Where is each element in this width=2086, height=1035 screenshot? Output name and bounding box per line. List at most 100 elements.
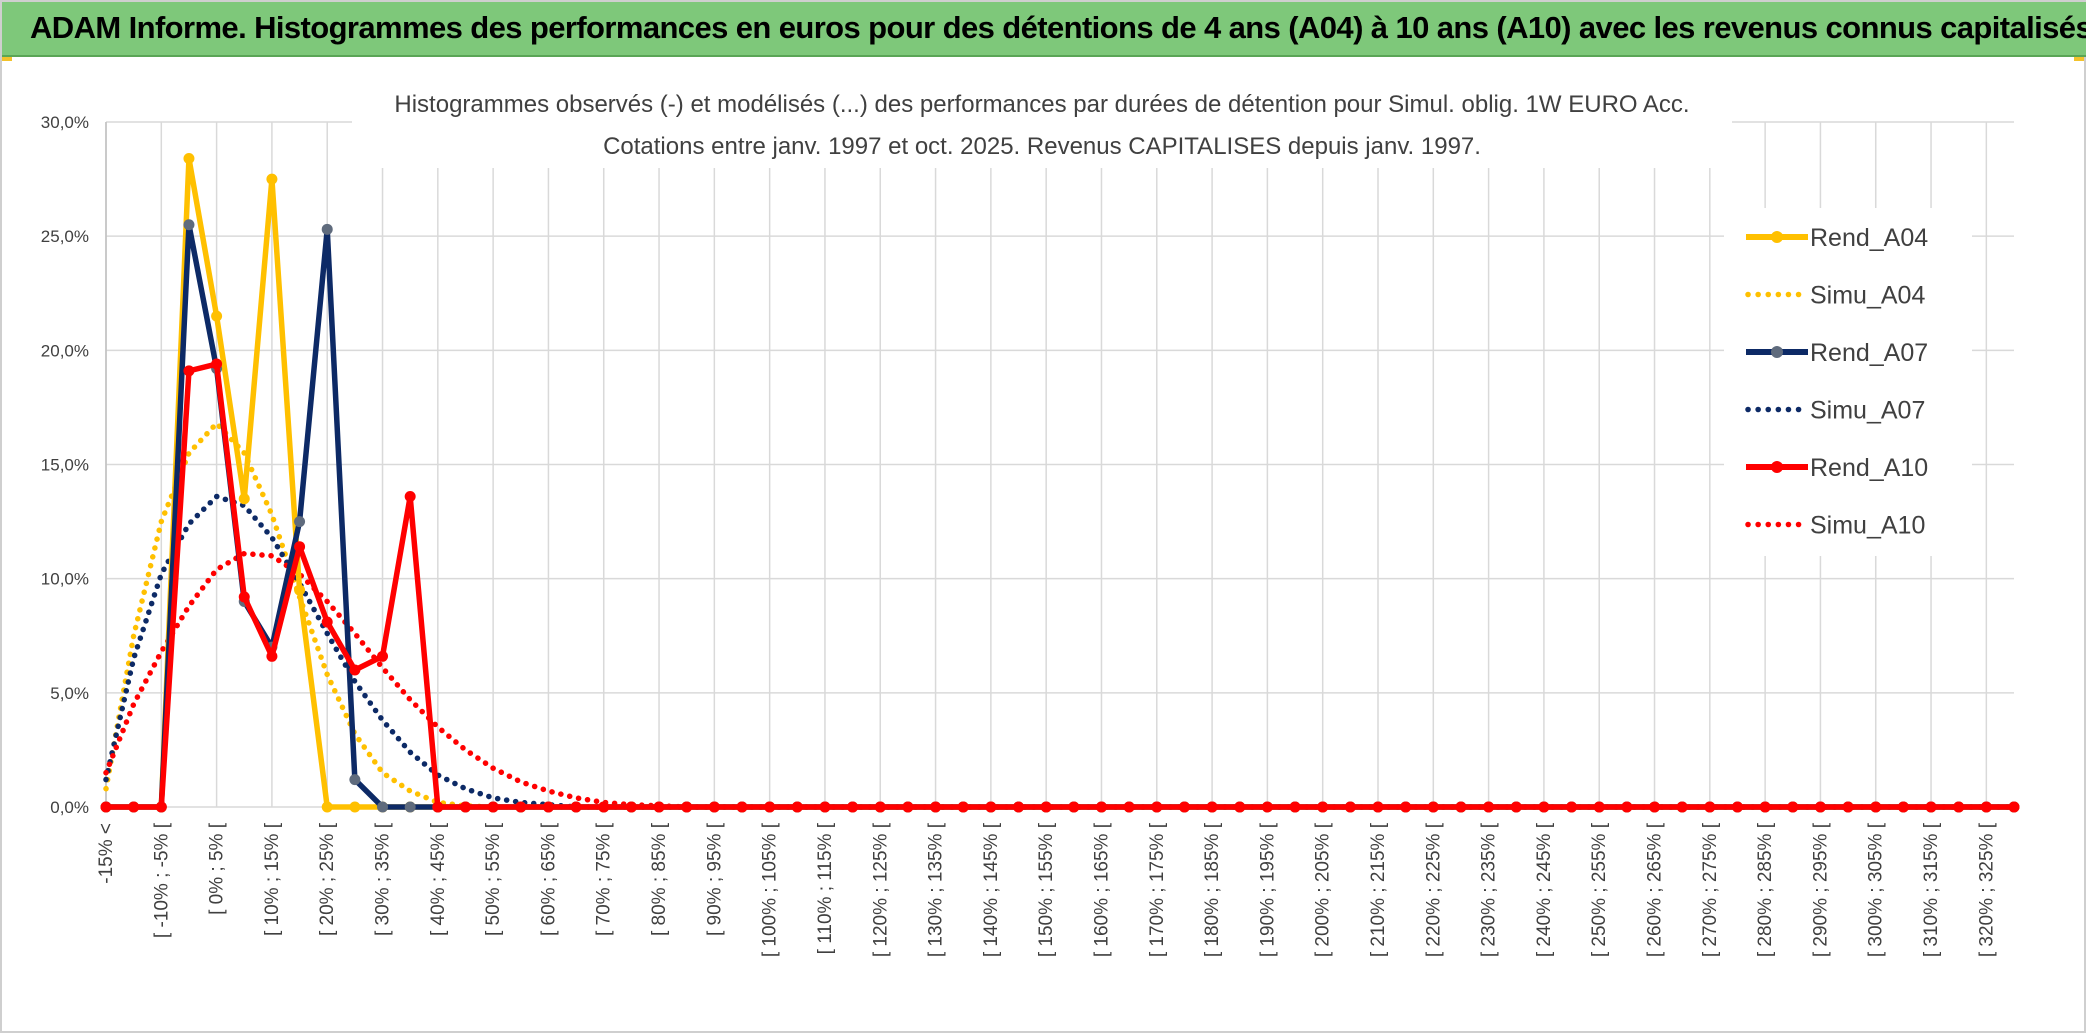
data-point-rend_a10 — [128, 801, 140, 813]
data-point-rend_a10 — [1704, 801, 1716, 813]
x-tick-label: [ 130% ; 135% [ — [926, 822, 947, 957]
data-point-rend_a04 — [183, 153, 195, 165]
data-point-rend_a04 — [349, 801, 361, 813]
chart-titles: Histogrammes observés (-) et modélisés (… — [352, 80, 1732, 168]
data-point-rend_a10 — [847, 801, 859, 813]
x-tick-label: [ 70% ; 75% [ — [594, 822, 615, 936]
legend: Rend_A04 Simu_A04 Rend_A07 Simu_A07 Rend_A10… — [1724, 208, 1972, 556]
data-point-rend_a10 — [183, 365, 195, 377]
data-point-rend_a10 — [1593, 801, 1605, 813]
title-backdrop — [352, 80, 1732, 168]
data-point-rend_a10 — [1344, 801, 1356, 813]
data-point-rend_a10 — [377, 650, 389, 662]
data-point-rend_a07 — [377, 801, 389, 813]
y-tick-label: 0,0% — [50, 798, 89, 817]
data-point-rend_a10 — [1870, 801, 1882, 813]
data-point-rend_a07 — [349, 774, 361, 786]
data-point-rend_a10 — [1455, 801, 1467, 813]
legend-label: Simu_A04 — [1810, 282, 1925, 310]
data-point-rend_a10 — [625, 801, 637, 813]
legend-label: Simu_A07 — [1810, 397, 1925, 425]
legend-item-rend_a04: Rend_A04 — [1746, 224, 1928, 252]
data-point-rend_a10 — [1151, 801, 1163, 813]
data-point-rend_a10 — [1538, 801, 1550, 813]
data-point-rend_a07 — [321, 223, 333, 235]
data-point-rend_a10 — [1234, 801, 1246, 813]
x-tick-label: [ 20% ; 25% [ — [317, 822, 338, 936]
data-point-rend_a10 — [432, 801, 444, 813]
x-tick-label: [ 270% ; 275% [ — [1700, 822, 1721, 957]
corner-accent-left — [2, 57, 12, 61]
data-point-rend_a04 — [321, 801, 333, 813]
data-point-rend_a10 — [1759, 801, 1771, 813]
data-point-rend_a10 — [1842, 801, 1854, 813]
data-point-rend_a10 — [1897, 801, 1909, 813]
data-point-rend_a10 — [1731, 801, 1743, 813]
data-point-rend_a10 — [1649, 801, 1661, 813]
data-point-rend_a10 — [1261, 801, 1273, 813]
data-point-rend_a10 — [294, 541, 306, 553]
y-tick-label: 10,0% — [41, 570, 89, 589]
data-point-rend_a10 — [1123, 801, 1135, 813]
data-point-rend_a10 — [1676, 801, 1688, 813]
x-tick-label: [ 280% ; 285% [ — [1755, 822, 1776, 957]
data-point-rend_a10 — [100, 801, 112, 813]
x-tick-label: [ 180% ; 185% [ — [1202, 822, 1223, 957]
data-point-rend_a10 — [459, 801, 471, 813]
x-tick-label: [ 220% ; 225% [ — [1423, 822, 1444, 957]
data-point-rend_a10 — [985, 801, 997, 813]
data-point-rend_a10 — [349, 664, 361, 676]
legend-label: Simu_A10 — [1810, 512, 1925, 540]
x-tick-label: [ 250% ; 255% [ — [1589, 822, 1610, 957]
legend-item-rend_a07: Rend_A07 — [1746, 339, 1928, 367]
data-point-rend_a10 — [819, 801, 831, 813]
x-tick-label: [ 240% ; 245% [ — [1534, 822, 1555, 957]
y-tick-label: 20,0% — [41, 341, 89, 360]
data-point-rend_a10 — [1040, 801, 1052, 813]
data-point-rend_a10 — [598, 801, 610, 813]
x-tick-label: [ 140% ; 145% [ — [981, 822, 1002, 957]
data-point-rend_a10 — [211, 358, 223, 370]
chart-title: Histogrammes observés (-) et modélisés (… — [394, 91, 1689, 118]
data-point-rend_a10 — [874, 801, 886, 813]
legend-label: Rend_A10 — [1810, 454, 1928, 482]
data-point-rend_a10 — [736, 801, 748, 813]
data-point-rend_a10 — [1095, 801, 1107, 813]
y-axis-ticks: 0,0% 5,0% 10,0% 15,0% 20,0% 25,0% 30,0% — [41, 113, 89, 817]
data-point-rend_a04 — [266, 173, 278, 185]
chart-subtitle: Cotations entre janv. 1997 et oct. 2025.… — [603, 133, 1481, 160]
x-tick-label: [ 320% ; 325% [ — [1976, 822, 1997, 957]
x-tick-label: -15% < — [96, 823, 117, 884]
data-point-rend_a10 — [653, 801, 665, 813]
x-tick-label: [ 210% ; 215% [ — [1368, 822, 1389, 957]
legend-marker — [1771, 461, 1783, 473]
data-point-rend_a10 — [681, 801, 693, 813]
x-tick-label: [ 30% ; 35% [ — [373, 822, 394, 936]
page-title: ADAM Informe. Histogrammes des performan… — [30, 10, 2086, 45]
legend-marker — [1771, 231, 1783, 243]
x-tick-label: [ 40% ; 45% [ — [428, 822, 449, 936]
data-point-rend_a10 — [1925, 801, 1937, 813]
x-tick-label: [ 160% ; 165% [ — [1091, 822, 1112, 957]
corner-accent-right — [2074, 57, 2084, 61]
x-tick-label: [ 120% ; 125% [ — [870, 822, 891, 957]
data-point-rend_a10 — [1483, 801, 1495, 813]
header-banner: ADAM Informe. Histogrammes des performan… — [2, 2, 2086, 57]
data-point-rend_a10 — [266, 650, 278, 662]
x-tick-label: [ 190% ; 195% [ — [1257, 822, 1278, 957]
data-point-rend_a10 — [957, 801, 969, 813]
legend-item-simu_a07: Simu_A07 — [1745, 397, 1925, 425]
data-point-rend_a10 — [1510, 801, 1522, 813]
x-tick-label: [ 150% ; 155% [ — [1036, 822, 1057, 957]
x-tick-label: [ -10% ; -5% [ — [151, 822, 172, 938]
x-tick-label: [ 170% ; 175% [ — [1147, 822, 1168, 957]
data-point-rend_a10 — [1953, 801, 1965, 813]
x-tick-label: [ 110% ; 115% [ — [815, 822, 836, 954]
data-point-rend_a10 — [2008, 801, 2020, 813]
data-point-rend_a10 — [1566, 801, 1578, 813]
data-point-rend_a10 — [487, 801, 499, 813]
legend-backdrop — [1724, 208, 1972, 556]
data-point-rend_a10 — [542, 801, 554, 813]
data-point-rend_a10 — [238, 591, 250, 603]
